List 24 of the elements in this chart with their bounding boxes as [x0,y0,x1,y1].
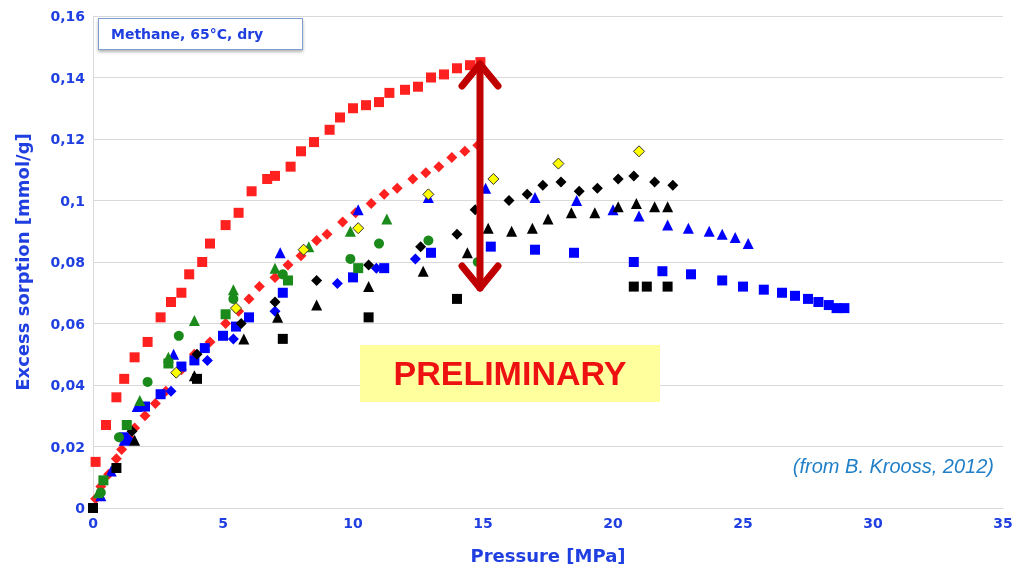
x-tick-label: 25 [733,515,753,531]
highlight-box: PRELIMINARY [360,345,660,402]
x-tick-label: 35 [993,515,1013,531]
text-box: Methane, 65°C, dry [98,18,303,50]
x-tick-label: 20 [603,515,623,531]
y-tick-label: 0,12 [50,131,85,147]
y-tick-label: 0,04 [50,377,86,393]
y-tick-label: 0,14 [50,69,86,86]
x-tick-label: 0 [88,515,99,531]
y-tick-label: 0,02 [50,438,85,455]
y-tick-label: 0,1 [60,192,85,209]
annotation: Methane, 65°C, dry [111,26,264,42]
y-tick-label: 0,16 [50,8,85,24]
x-tick-label: 30 [863,515,883,531]
annotation: PRELIMINARY [393,354,627,393]
x-axis-title: Pressure [MPa] [470,544,626,566]
y-tick-label: 0,06 [50,315,85,332]
annotation: (from B. Krooss, 2012) [792,455,995,477]
x-tick-label: 10 [343,515,363,531]
x-tick-label: 15 [473,515,493,531]
y-tick-label: 0,08 [50,254,85,270]
y-axis-title: Excess sorption [mmol/g] [11,133,33,391]
x-tick-label: 5 [218,515,228,531]
y-tick-label: 0 [75,500,86,516]
